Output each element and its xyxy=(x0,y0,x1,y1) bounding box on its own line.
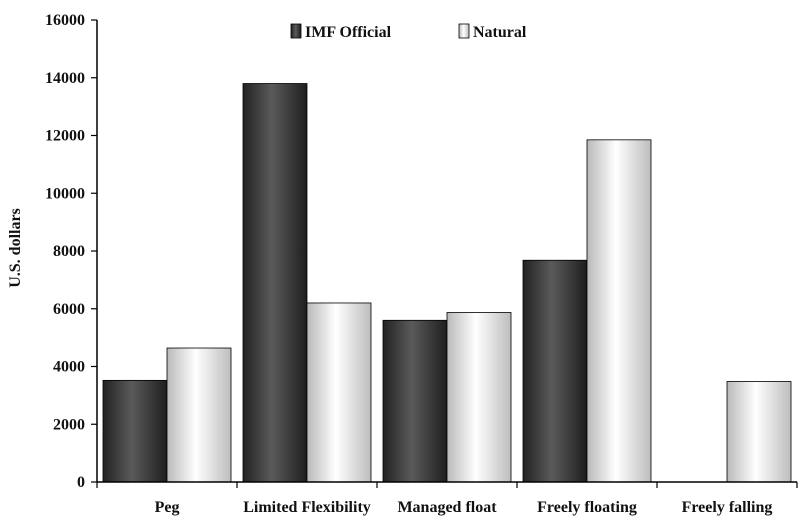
y-tick-label: 14000 xyxy=(45,70,85,87)
bar-natural xyxy=(586,139,652,483)
y-tick-label: 6000 xyxy=(53,301,85,318)
y-tick-label: 8000 xyxy=(53,243,85,260)
y-tick-label: 2000 xyxy=(53,416,85,433)
legend-swatch xyxy=(458,23,470,39)
bar-natural xyxy=(166,347,232,483)
bar-imf-official xyxy=(242,83,308,483)
category-labels: Peg Limited Flexibility Managed float Freel… xyxy=(155,499,773,516)
y-tick-label: 4000 xyxy=(53,359,85,376)
legend: IMF Official Natural xyxy=(290,23,527,41)
bar-natural xyxy=(306,302,372,483)
category-label: Managed float xyxy=(397,499,497,516)
y-axis-title-group: U.S. dollars xyxy=(7,208,24,288)
legend-swatch xyxy=(290,23,302,39)
bar-natural xyxy=(726,381,792,483)
legend-item-natural: Natural xyxy=(473,24,527,41)
axes xyxy=(96,20,798,488)
bars xyxy=(102,83,792,483)
legend-item-imf-official: IMF Official xyxy=(305,24,392,41)
bar-imf-official xyxy=(382,319,448,483)
y-tick-label: 0 xyxy=(77,474,85,491)
y-tick-label: 16000 xyxy=(45,12,85,29)
bar-natural xyxy=(446,312,512,483)
y-axis-ticks: 0 2000 4000 6000 8000 10000 12000 14000 16000 xyxy=(45,12,97,491)
y-tick-label: 12000 xyxy=(45,128,85,145)
category-label: Freely falling xyxy=(682,499,773,516)
category-label: Peg xyxy=(155,499,180,516)
bar-imf-official xyxy=(102,379,168,483)
y-tick-label: 10000 xyxy=(45,185,85,202)
category-label: Limited Flexibility xyxy=(243,499,371,516)
category-label: Freely floating xyxy=(537,499,637,516)
y-axis-title: U.S. dollars xyxy=(7,208,24,288)
bar-imf-official xyxy=(522,259,588,483)
